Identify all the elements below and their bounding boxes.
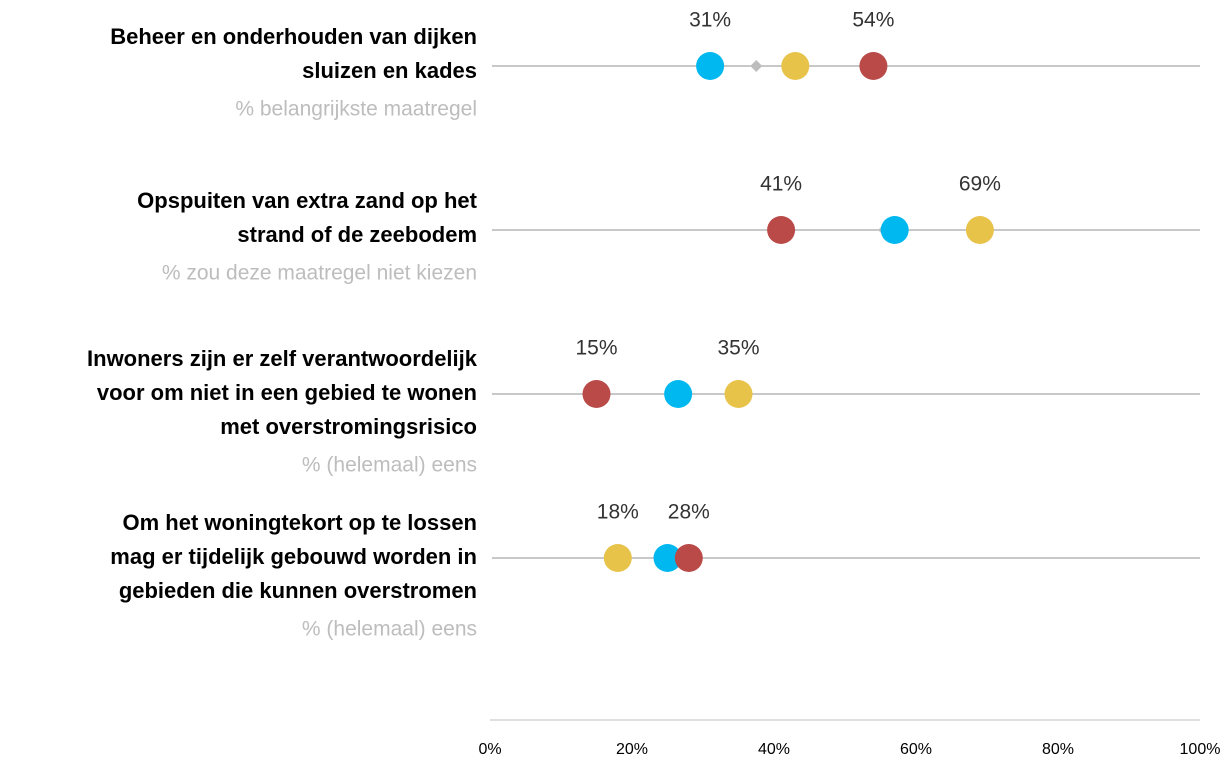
value-label: 41% — [760, 173, 802, 196]
x-tick-label: 20% — [616, 741, 648, 758]
value-label: 31% — [689, 9, 731, 32]
dot — [859, 52, 888, 80]
dot — [781, 52, 810, 80]
category-label: met overstromingsrisico — [220, 414, 477, 439]
value-label: 35% — [717, 337, 759, 360]
dot — [767, 216, 796, 244]
category-subtitle: % zou deze maatregel niet kiezen — [162, 262, 477, 285]
category-label: voor om niet in een gebied te wonen — [97, 380, 477, 405]
x-tick-label: 0% — [478, 741, 501, 758]
category-label: Inwoners zijn er zelf verantwoordelijk — [87, 346, 478, 371]
x-tick-label: 40% — [758, 741, 790, 758]
dot — [582, 380, 611, 408]
category-subtitle: % belangrijkste maatregel — [235, 98, 477, 121]
category-subtitle: % (helemaal) eens — [302, 454, 477, 477]
dot — [653, 544, 682, 572]
category-label: mag er tijdelijk gebouwd worden in — [110, 544, 477, 569]
dot — [674, 544, 703, 572]
dot — [664, 380, 693, 408]
dot — [880, 216, 909, 244]
category-label: gebieden die kunnen overstromen — [119, 578, 477, 603]
value-label: 69% — [959, 173, 1001, 196]
category-label: sluizen en kades — [302, 58, 477, 83]
category-subtitle: % (helemaal) eens — [302, 618, 477, 641]
dot — [965, 216, 994, 244]
value-label: 15% — [575, 337, 617, 360]
category-label: strand of de zeebodem — [237, 222, 477, 247]
x-tick-label: 100% — [1180, 741, 1221, 758]
dot — [603, 544, 632, 572]
value-label: 28% — [668, 501, 710, 524]
category-label: Opspuiten van extra zand op het — [137, 188, 478, 213]
value-label: 54% — [852, 9, 894, 32]
category-label: Beheer en onderhouden van dijken — [110, 24, 477, 49]
value-label: 18% — [597, 501, 639, 524]
category-label: Om het woningtekort op te lossen — [123, 510, 477, 535]
dot — [724, 380, 753, 408]
average-marker — [750, 60, 763, 72]
x-tick-label: 60% — [900, 741, 932, 758]
x-tick-label: 80% — [1042, 741, 1074, 758]
dot — [696, 52, 725, 80]
